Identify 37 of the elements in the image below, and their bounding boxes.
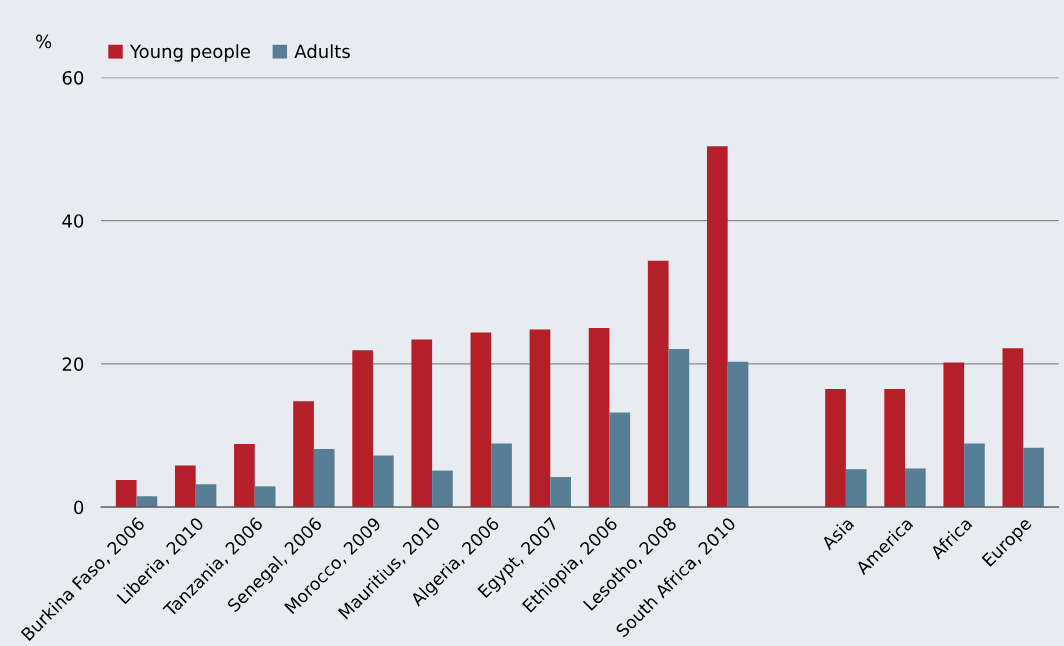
bar [706,146,728,508]
bar [1002,348,1024,508]
bar [293,401,314,508]
bar [136,496,158,508]
y-tick-label: 20 [62,357,84,372]
bar [964,443,985,508]
bar [313,449,335,508]
y-tick-label: 0 [74,500,84,515]
bar [195,484,217,508]
bar [529,329,551,508]
y-tick-label: 40 [62,214,84,228]
y-tick-label: 60 [62,70,84,85]
bar [234,444,255,508]
bar [825,388,846,508]
bar [491,443,512,508]
bar [115,479,137,508]
bar [845,469,867,508]
bar [254,486,276,508]
bar [647,260,669,508]
bar [352,350,373,508]
legend-label: Young people [129,44,250,62]
bar [372,455,394,508]
bar [668,348,690,508]
bar [550,477,572,508]
bar [943,362,965,508]
bar [904,468,926,508]
bar [727,361,749,508]
bar [174,465,196,508]
bar [1023,447,1044,508]
bar [432,470,453,508]
legend-label: Adults [294,44,350,59]
bar [884,388,905,508]
bar [470,332,492,508]
bar [588,328,610,508]
y-axis-title: % [36,34,52,49]
bar [609,412,631,508]
bar [411,339,433,508]
